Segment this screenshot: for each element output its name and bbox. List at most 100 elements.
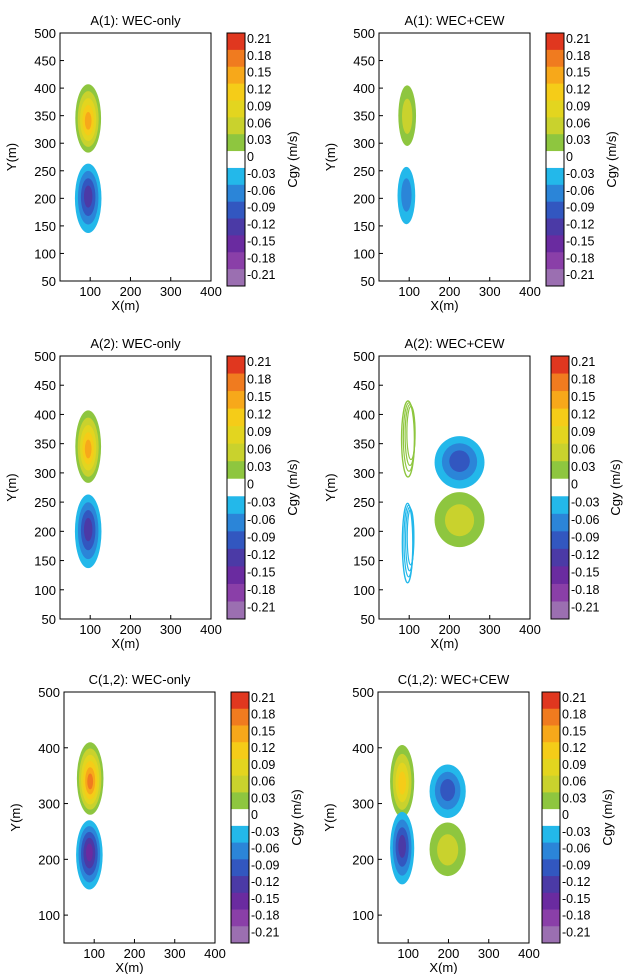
colorbar-tick-label: -0.09 [247, 201, 276, 215]
colorbar-band [231, 892, 249, 911]
x-tick-label: 200 [439, 622, 461, 637]
contour-level [440, 779, 456, 802]
y-tick-label: 250 [34, 164, 56, 179]
x-tick-label: 100 [79, 622, 101, 637]
colorbar-tick-label: -0.09 [562, 858, 591, 872]
colorbar-tick-label: -0.12 [562, 875, 591, 889]
y-tick-label: 50 [42, 612, 56, 627]
colorbar-frame [550, 355, 570, 620]
colorbar-band [551, 566, 569, 585]
colorbar-band [231, 742, 249, 760]
colorbar-tick-label: 0.12 [247, 408, 271, 422]
colorbar-tick-label: -0.15 [571, 565, 600, 579]
colorbar-tick-label: -0.03 [571, 495, 600, 509]
y-tick-label: 250 [34, 495, 56, 510]
colorbar-tick-label: -0.06 [247, 513, 276, 527]
x-tick-label: 200 [438, 946, 460, 961]
colorbar-band [551, 443, 569, 462]
colorbar-tick-label: -0.15 [562, 892, 591, 906]
colorbar-tick-label: -0.12 [251, 875, 280, 889]
contour-line [406, 405, 416, 461]
y-tick-label: 200 [352, 852, 374, 867]
positive-cell-4 [434, 492, 485, 548]
colorbar-band [227, 184, 245, 203]
colorbar-band [551, 531, 569, 550]
y-tick-label: 300 [353, 136, 375, 151]
colorbar-tick-label: 0.15 [251, 724, 275, 738]
colorbar-band [542, 792, 560, 810]
y-axis-label: Y(m) [323, 143, 338, 171]
y-axis-label: Y(m) [323, 473, 338, 501]
colorbar-tick-label: 0.15 [247, 66, 271, 80]
x-tick-label: 400 [519, 622, 541, 637]
colorbar-tick-label: -0.21 [247, 600, 276, 614]
negative-cell-2 [397, 166, 416, 225]
positive-cell-1 [398, 85, 417, 146]
colorbar-tick-label: 0.15 [566, 66, 590, 80]
x-tick-label: 400 [519, 284, 541, 299]
colorbar-band [542, 859, 560, 877]
colorbar-band [227, 496, 245, 515]
colorbar-band [227, 478, 245, 497]
y-axis-label: Y(m) [4, 473, 19, 501]
colorbar-band [542, 758, 560, 777]
colorbar-band [546, 201, 564, 220]
x-tick-label: 400 [200, 284, 222, 299]
colorbar-band [542, 892, 560, 911]
colorbar-band [542, 725, 560, 743]
colorbar-tick-label: -0.06 [251, 842, 280, 856]
colorbar: 0.21 0.18 0.15 0.12 0.09 0.06 0.03 0 -0.03 -0.06 -… [550, 355, 623, 620]
y-tick-label: 200 [353, 191, 375, 206]
panel-6: C(1,2): WEC+CEW 100 200 300 400 500 100 200 300 4… [322, 672, 615, 974]
colorbar-tick-label: 0.18 [571, 373, 595, 387]
colorbar-band [542, 876, 560, 894]
y-tick-label: 150 [34, 554, 56, 569]
y-tick-label: 100 [34, 246, 56, 261]
x-axis-label: X(m) [115, 960, 143, 974]
x-tick-label: 300 [164, 946, 186, 961]
colorbar-tick-label: 0.03 [247, 133, 271, 147]
colorbar-tick-label: 0.09 [571, 425, 595, 439]
y-tick-label: 200 [34, 191, 56, 206]
y-tick-label: 400 [353, 81, 375, 96]
x-axis-label: X(m) [430, 298, 458, 313]
colorbar-tick-label: 0.12 [571, 408, 595, 422]
colorbar-band [227, 461, 245, 480]
colorbar-tick-label: 0.06 [247, 116, 271, 130]
colorbar-band [227, 601, 245, 620]
colorbar-tick-label: 0.03 [247, 460, 271, 474]
x-tick-label: 200 [124, 946, 146, 961]
x-tick-label: 300 [479, 622, 501, 637]
contour-level [398, 834, 407, 858]
y-axis-label: Y(m) [4, 143, 19, 171]
y-tick-label: 250 [353, 164, 375, 179]
positive-cell-1 [400, 400, 416, 478]
colorbar-band [546, 83, 564, 101]
colorbar-band [546, 184, 564, 203]
colorbar-tick-label: 0.18 [251, 708, 275, 722]
colorbar-band [227, 134, 245, 152]
colorbar-tick-label: -0.12 [566, 218, 595, 232]
colorbar-band [551, 513, 569, 532]
contour-level [444, 504, 475, 537]
y-tick-label: 350 [34, 437, 56, 452]
plot-area [60, 33, 211, 281]
contour-level [401, 178, 412, 212]
colorbar-tick-label: 0.21 [571, 355, 595, 369]
x-axis-label: X(m) [430, 636, 458, 651]
colorbar-frame [226, 32, 246, 287]
colorbar-band [227, 66, 245, 85]
colorbar-tick-label: -0.15 [566, 234, 595, 248]
colorbar-band [546, 49, 564, 68]
colorbar-band [227, 33, 245, 51]
y-tick-label: 300 [34, 136, 56, 151]
plot-frame [63, 691, 216, 944]
y-tick-label: 100 [353, 246, 375, 261]
colorbar-band [231, 692, 249, 710]
colorbar-band [546, 33, 564, 51]
y-tick-label: 50 [361, 274, 375, 289]
colorbar: 0.21 0.18 0.15 0.12 0.09 0.06 0.03 0 -0.03 -0.06 -… [226, 32, 300, 287]
plot-area [60, 356, 211, 619]
x-axis-label: X(m) [429, 960, 457, 974]
y-tick-label: 200 [38, 852, 60, 867]
